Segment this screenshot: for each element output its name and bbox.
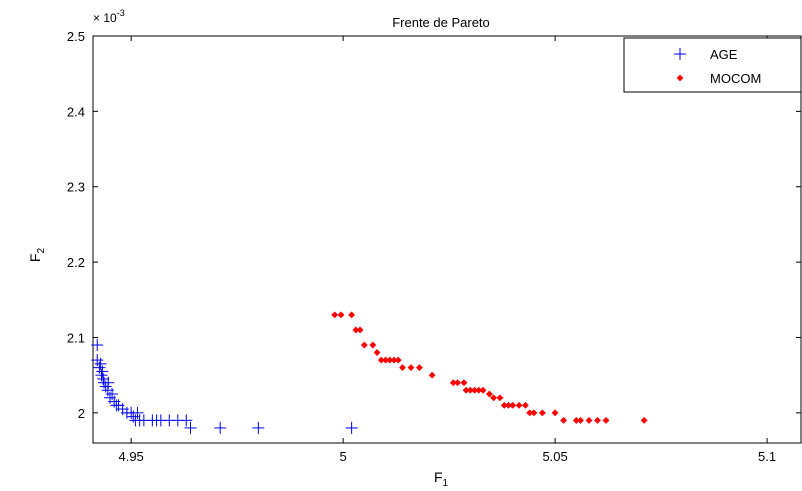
data-point-mocom: [479, 386, 487, 394]
data-point-age: [106, 388, 119, 401]
y-multiplier-exponent: -3: [117, 8, 125, 18]
legend-marker-age-symbol: [674, 48, 686, 60]
y-tick-label: 2.4: [67, 104, 85, 119]
data-point-age: [131, 406, 144, 419]
data-point-mocom: [428, 371, 436, 379]
data-point-age: [102, 376, 115, 389]
legend-box: [623, 37, 802, 93]
y-tick-label: 2.1: [67, 330, 85, 345]
legend-entry-age: AGE: [674, 47, 738, 62]
data-point-age: [184, 421, 197, 434]
data-point-mocom: [640, 416, 648, 424]
data-point-mocom: [373, 349, 381, 356]
legend-marker-mocom-symbol: [676, 74, 684, 82]
data-point-mocom: [454, 379, 462, 387]
data-point-mocom: [585, 416, 593, 424]
data-point-age: [180, 414, 193, 427]
y-axis-label-main: F: [27, 254, 43, 263]
data-points: [91, 311, 648, 434]
data-point-mocom: [538, 409, 546, 417]
y-tick-label: 2.5: [67, 29, 85, 44]
x-tick-label: 5: [340, 449, 347, 464]
data-point-mocom: [530, 409, 538, 417]
data-point-mocom: [602, 416, 610, 424]
data-point-mocom: [394, 356, 402, 364]
y-tick-label: 2.3: [67, 180, 85, 195]
data-point-age: [94, 357, 107, 370]
data-point-age: [214, 421, 227, 434]
data-point-mocom: [551, 409, 559, 417]
legend-marker-age: [674, 48, 686, 60]
data-point-mocom: [515, 401, 523, 409]
data-point-age: [345, 421, 358, 434]
data-point-mocom: [496, 394, 504, 402]
data-point-mocom: [416, 364, 423, 372]
data-point-mocom: [509, 401, 517, 409]
data-point-mocom: [594, 416, 601, 424]
data-point-mocom: [577, 416, 584, 424]
data-point-mocom: [399, 364, 406, 372]
data-point-mocom: [560, 416, 568, 424]
legend-label-mocom: MOCOM: [710, 71, 761, 86]
y-axis-label-subscript: 2: [36, 248, 47, 254]
x-tick-label: 4.95: [118, 449, 143, 464]
legend-marker-mocom: [676, 74, 684, 82]
y-axis-ticks: 2 2.1 2.2 2.3 2.4 2.5: [67, 29, 801, 421]
data-point-mocom: [356, 326, 364, 334]
legend-entry-mocom: MOCOM: [676, 71, 761, 86]
data-point-age: [252, 421, 265, 434]
x-tick-label: 5.05: [542, 449, 567, 464]
legend-label-age: AGE: [710, 47, 738, 62]
chart-title: Frente de Pareto: [392, 15, 490, 30]
data-point-mocom: [522, 401, 529, 409]
x-axis-label: F1: [434, 469, 449, 489]
y-tick-label: 2.2: [67, 255, 85, 270]
x-tick-label: 5.1: [758, 449, 776, 464]
data-point-mocom: [348, 311, 356, 319]
data-point-age: [96, 365, 109, 378]
data-point-mocom: [369, 341, 377, 349]
data-point-mocom: [337, 311, 345, 319]
data-point-mocom: [485, 390, 493, 398]
x-axis-label-main: F: [434, 469, 443, 485]
y-tick-label: 2: [78, 406, 85, 421]
data-point-mocom: [460, 379, 468, 387]
y-multiplier-label: × 10-3: [93, 8, 125, 25]
y-axis-label: F2: [27, 248, 47, 263]
data-point-age: [91, 339, 104, 352]
plot-area: [92, 35, 802, 444]
data-point-mocom: [407, 364, 415, 372]
data-point-mocom: [490, 394, 498, 402]
data-point-mocom: [360, 341, 368, 349]
y-multiplier-base: × 10: [93, 11, 117, 25]
x-axis-label-subscript: 1: [443, 478, 449, 489]
legend: AGE MOCOM: [623, 37, 802, 93]
data-point-mocom: [331, 311, 339, 319]
